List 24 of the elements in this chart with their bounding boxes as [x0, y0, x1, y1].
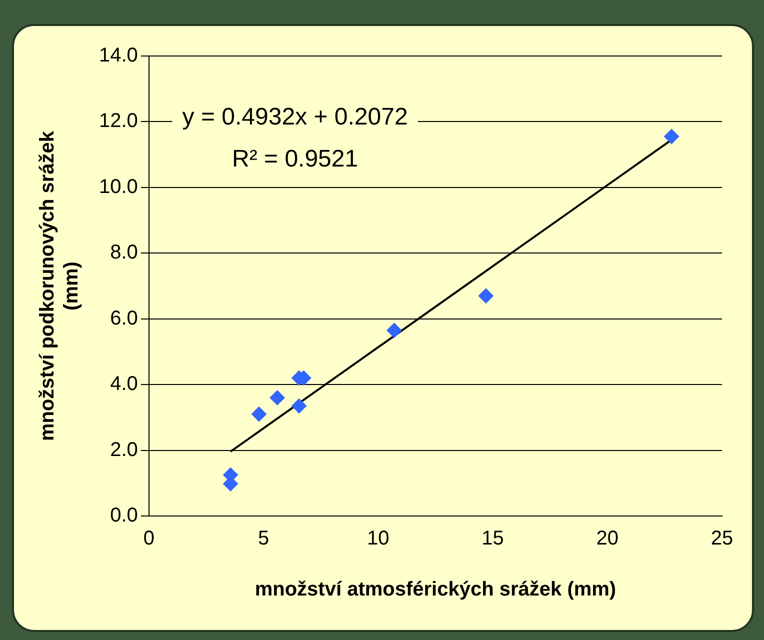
y-axis-title: množství podkorunových srážek (mm) — [36, 130, 83, 442]
point — [386, 322, 402, 338]
y-tick-label: 4.0 — [110, 373, 138, 396]
annotation: R² = 0.9521 — [232, 146, 358, 173]
x-tick-label: 0 — [143, 528, 154, 550]
x-tick-label: 15 — [482, 528, 504, 550]
x-axis-title: množství atmosférických srážek (mm) — [254, 578, 616, 601]
x-tick-label: 20 — [596, 528, 619, 550]
x-tick-label: 10 — [367, 528, 390, 550]
y-tick-label: 6.0 — [110, 307, 138, 330]
y-tick-label: 14.0 — [98, 44, 138, 67]
y-tick-label: 8.0 — [110, 242, 138, 264]
point — [478, 288, 494, 304]
point — [251, 406, 266, 422]
point — [664, 129, 680, 144]
point — [292, 398, 307, 414]
y-tick-label: 0.0 — [110, 504, 138, 527]
y-tick-label: 2.0 — [110, 438, 138, 461]
y-tick-label: 10.0 — [98, 176, 138, 198]
point — [270, 390, 285, 406]
annotation: y = 0.4932x + 0.2072 — [182, 104, 408, 131]
x-tick-label: 25 — [710, 528, 734, 550]
x-tick-label: 5 — [258, 528, 270, 550]
y-tick-label: 12.0 — [98, 110, 138, 132]
